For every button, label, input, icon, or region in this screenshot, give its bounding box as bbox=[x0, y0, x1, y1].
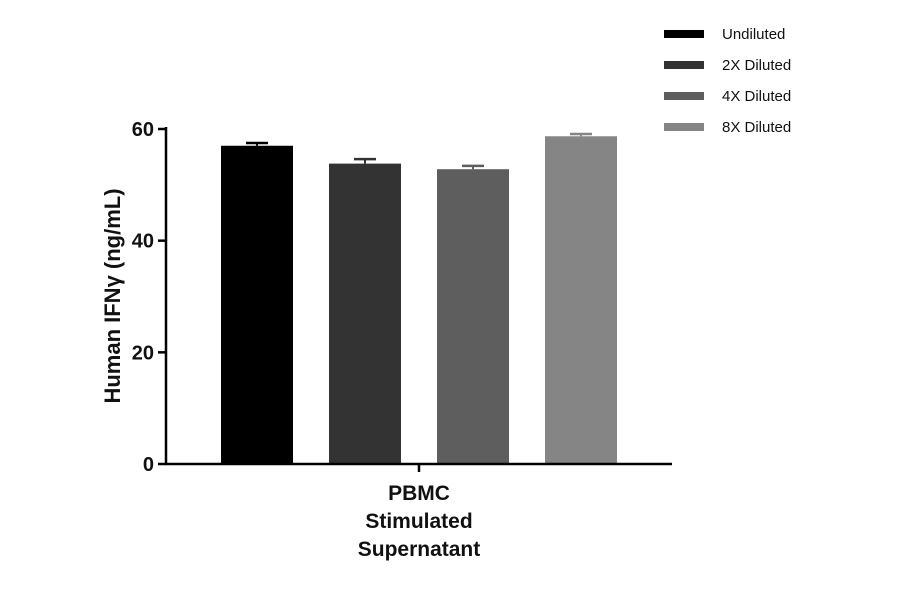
bar-undiluted bbox=[221, 145, 293, 464]
legend-label: 2X Diluted bbox=[722, 57, 791, 74]
legend-label: 8X Diluted bbox=[722, 119, 791, 136]
legend-swatch bbox=[664, 30, 704, 38]
y-tick-label: 0 bbox=[143, 454, 154, 476]
bar-2x-diluted bbox=[329, 163, 401, 464]
y-tick-label: 40 bbox=[132, 231, 154, 253]
error-bars bbox=[246, 132, 592, 170]
bar-8x-diluted bbox=[545, 136, 617, 464]
y-tick-label: 60 bbox=[132, 119, 154, 141]
x-axis bbox=[165, 462, 672, 472]
legend: Undiluted 2X Diluted 4X Diluted 8X Diluted bbox=[664, 26, 791, 136]
category-label: PBMC Stimulated Supernatant bbox=[358, 482, 481, 561]
legend-swatch bbox=[664, 123, 704, 131]
category-label-line: PBMC bbox=[388, 482, 450, 505]
bar-4x-diluted bbox=[437, 169, 509, 464]
category-label-line: Stimulated bbox=[365, 510, 472, 533]
legend-swatch bbox=[664, 61, 704, 69]
bars bbox=[221, 136, 617, 464]
y-tick-label: 20 bbox=[132, 342, 154, 364]
legend-label: Undiluted bbox=[722, 26, 785, 43]
y-axis-title: Human IFNγ (ng/mL) bbox=[100, 188, 125, 403]
category-label-line: Supernatant bbox=[358, 538, 481, 561]
y-axis: 0 20 40 60 bbox=[132, 119, 168, 476]
legend-swatch bbox=[664, 92, 704, 100]
legend-label: 4X Diluted bbox=[722, 88, 791, 105]
